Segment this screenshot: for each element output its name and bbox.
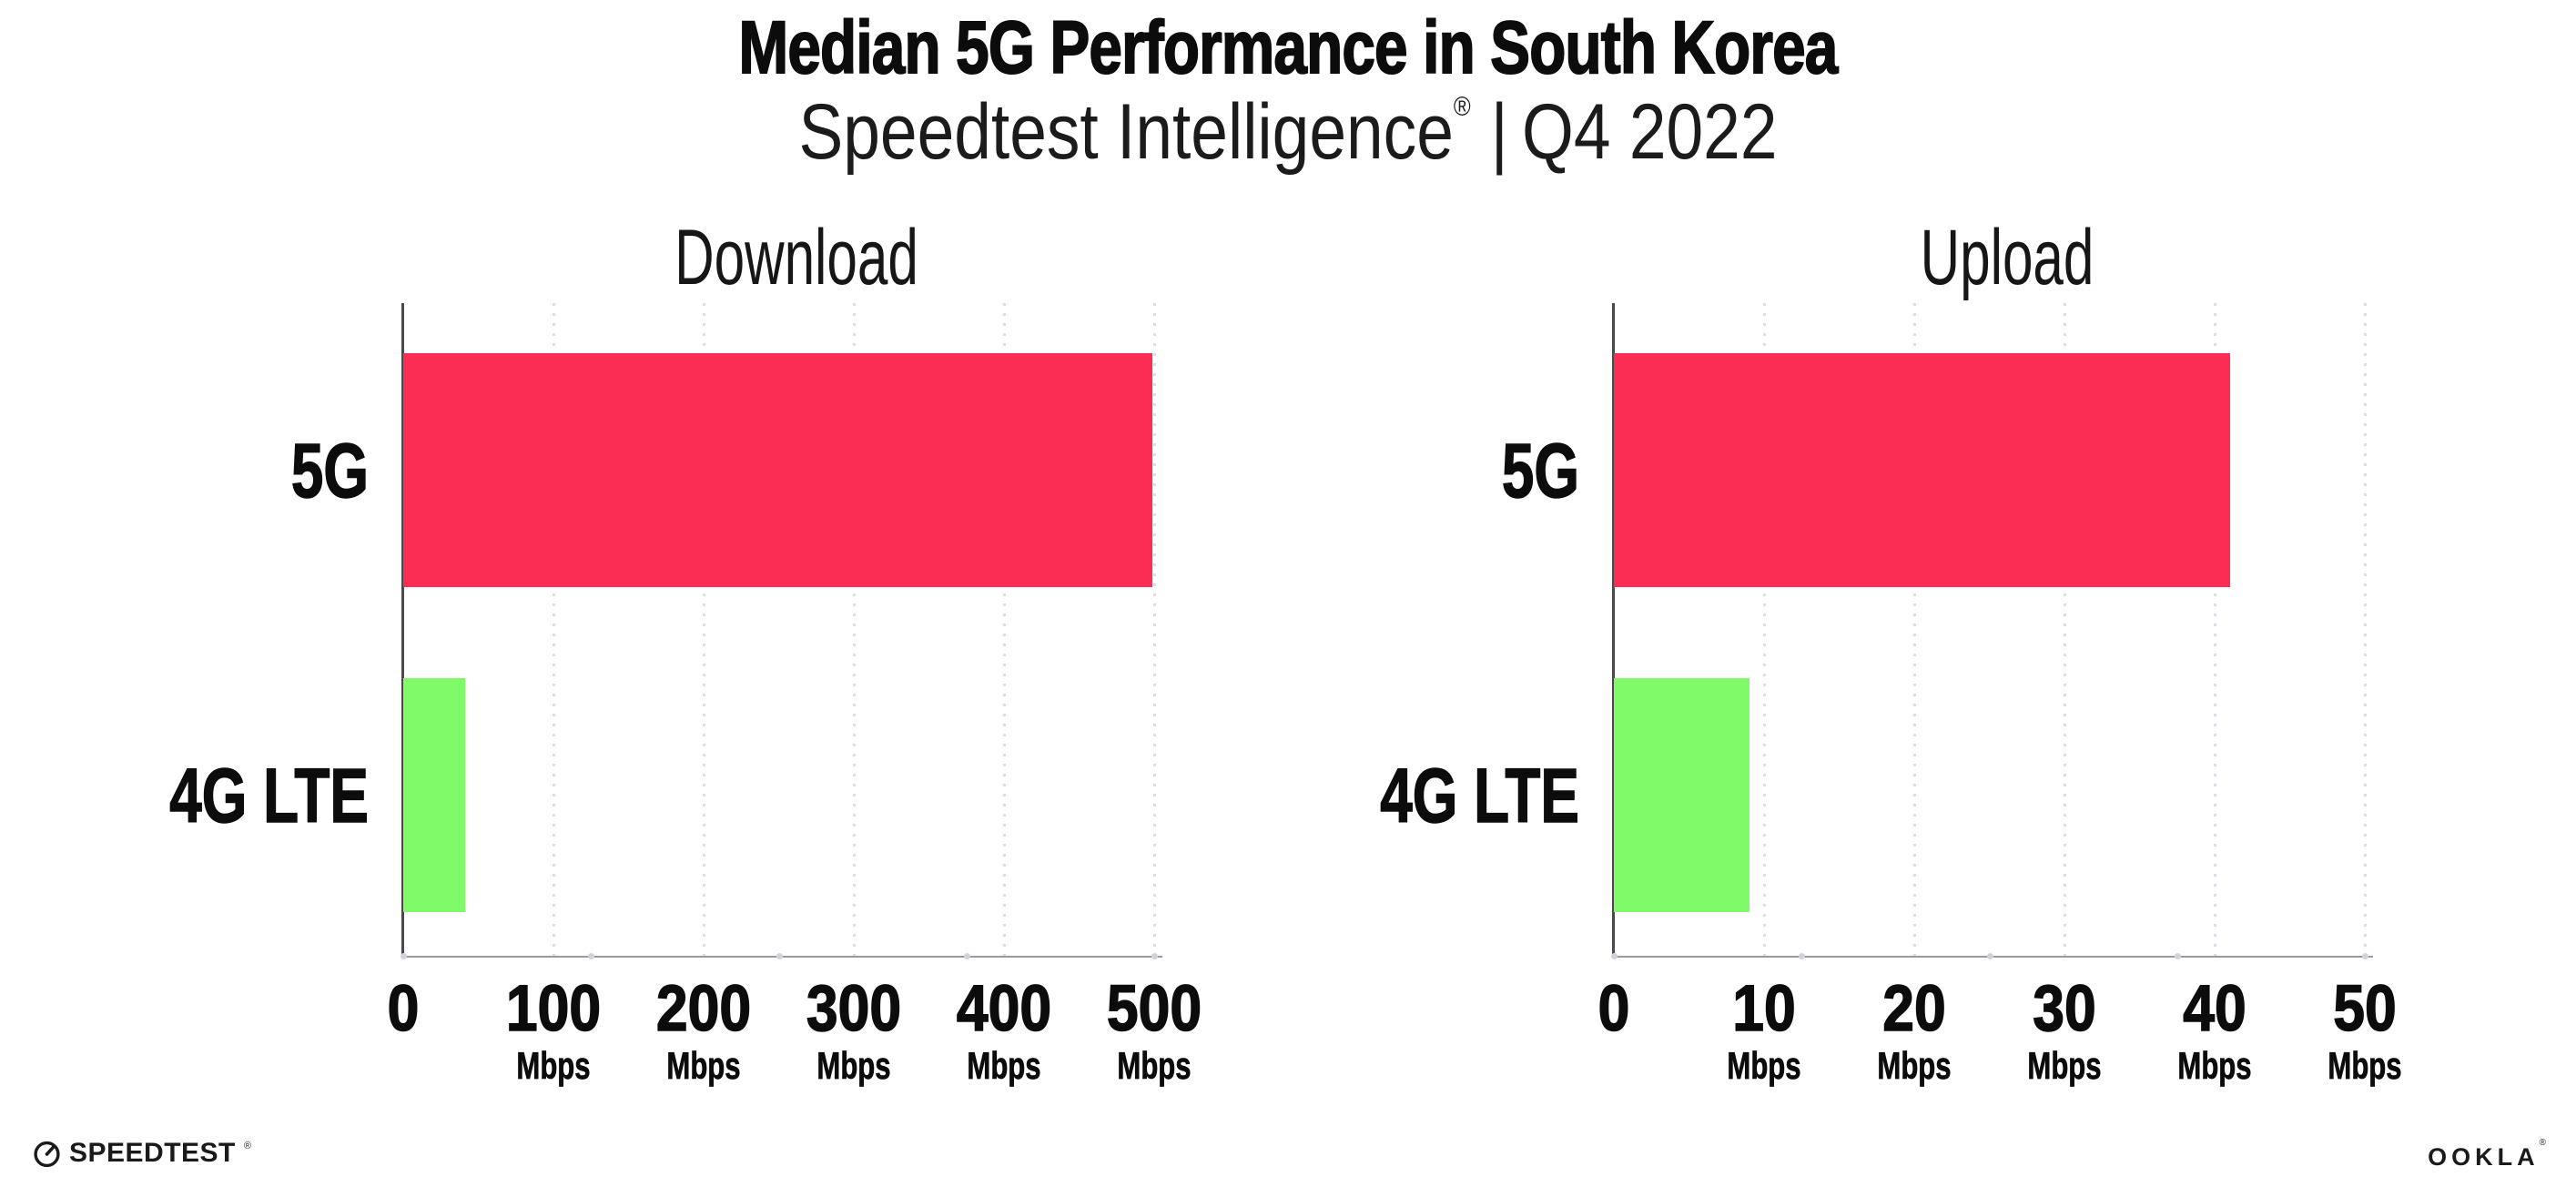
speedtest-logo: SPEEDTEST ®	[33, 1138, 251, 1169]
category-label-4g-lte: 4G LTE	[1380, 752, 1580, 838]
category-label-5g: 5G	[290, 427, 369, 513]
download-chart-plot: 5G 4G LTE 0 100 Mbps 200 Mbps 300 Mbps 400 Mbps 500…	[169, 303, 1202, 1085]
ookla-registered-mark: ®	[2539, 1138, 2546, 1148]
bar-4g-lte	[403, 678, 465, 912]
axis-tick-dot	[776, 953, 783, 959]
gridline-100	[553, 303, 555, 956]
axis-tick-dot	[2362, 953, 2368, 959]
axis-tick-dot	[1611, 953, 1618, 959]
bar-5g	[1614, 353, 2230, 587]
axis-tick-dot	[2174, 953, 2181, 959]
x-tick-label-30: 30	[2033, 973, 2097, 1045]
subtitle-period: Q4 2022	[1522, 88, 1778, 176]
axis-tick-dot	[401, 953, 407, 959]
gridline-20	[1913, 303, 1916, 956]
gridline-40	[2214, 303, 2216, 956]
page-title: Median 5G Performance in South Korea	[738, 5, 1839, 89]
ookla-wordmark: OOKLA	[2428, 1143, 2540, 1171]
bar-5g	[403, 353, 1153, 587]
ookla-logo: OOKLA®	[2428, 1138, 2546, 1172]
x-tick-label-500: 500	[1106, 973, 1202, 1045]
category-label-5g: 5G	[1501, 427, 1579, 513]
x-tick-unit-40: Mbps	[2177, 1044, 2252, 1087]
x-tick-unit-500: Mbps	[1117, 1044, 1192, 1087]
x-tick-unit-100: Mbps	[516, 1044, 591, 1087]
x-tick-unit-10: Mbps	[1727, 1044, 1801, 1087]
axis-tick-dot	[963, 953, 970, 959]
x-tick-unit-50: Mbps	[2328, 1044, 2402, 1087]
gridline-50	[2364, 303, 2367, 956]
subtitle-brand: Speedtest Intelligence	[798, 88, 1454, 176]
x-tick-label-100: 100	[505, 973, 602, 1045]
upload-chart-plot: 5G 4G LTE 0 10 Mbps 20 Mbps 30 Mbps 40 Mbps 50 Mbps	[1380, 303, 2402, 1085]
upload-chart-title: Upload	[1920, 214, 2094, 301]
x-tick-unit-400: Mbps	[967, 1044, 1041, 1087]
subtitle-separator: |	[1490, 88, 1508, 176]
x-tick-label-0: 0	[387, 973, 420, 1045]
x-tick-label-200: 200	[655, 973, 752, 1045]
x-tick-unit-200: Mbps	[666, 1044, 741, 1087]
x-tick-unit-300: Mbps	[816, 1044, 891, 1087]
x-tick-label-20: 20	[1882, 973, 1947, 1045]
x-tick-unit-20: Mbps	[1877, 1044, 1952, 1087]
registered-mark: ®	[1453, 92, 1471, 122]
axis-tick-dot	[1986, 953, 1993, 959]
axis-tick-dot	[1151, 953, 1158, 959]
x-tick-label-0: 0	[1597, 973, 1630, 1045]
category-label-4g-lte: 4G LTE	[169, 752, 370, 838]
axis-tick-dot	[588, 953, 595, 959]
gridline-500	[1153, 303, 1156, 956]
gridline-400	[1003, 303, 1006, 956]
bar-4g-lte	[1614, 678, 1749, 912]
axis-tick-dot	[1799, 953, 1806, 959]
speedtest-wordmark: SPEEDTEST	[69, 1138, 236, 1168]
y-axis-line	[1612, 303, 1615, 958]
x-tick-label-40: 40	[2183, 973, 2247, 1045]
x-tick-unit-30: Mbps	[2027, 1044, 2102, 1087]
gridline-10	[1763, 303, 1766, 956]
page-subtitle: Speedtest Intelligence® | Q4 2022	[799, 91, 1778, 173]
x-tick-label-50: 50	[2333, 973, 2398, 1045]
x-tick-label-300: 300	[806, 973, 902, 1045]
gridline-200	[703, 303, 705, 956]
x-tick-label-10: 10	[1732, 973, 1797, 1045]
x-tick-label-400: 400	[956, 973, 1052, 1045]
y-axis-line	[401, 303, 404, 958]
download-chart-title: Download	[674, 214, 918, 301]
gridline-300	[853, 303, 856, 956]
gauge-icon	[34, 1141, 60, 1167]
speedtest-registered-mark: ®	[243, 1141, 251, 1151]
gridline-30	[2064, 303, 2066, 956]
